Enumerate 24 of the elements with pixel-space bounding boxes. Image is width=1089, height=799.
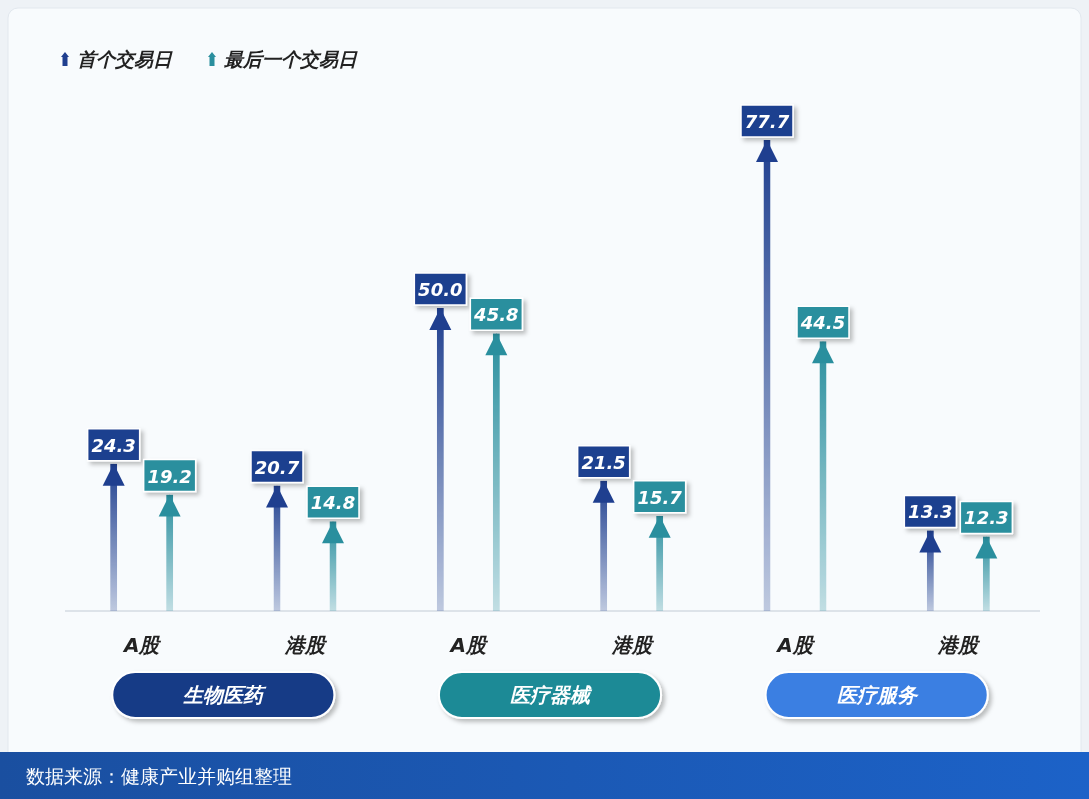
source-note: 数据来源：健康产业并购组整理	[26, 765, 292, 787]
x-tick-label: 港股	[284, 633, 328, 657]
x-tick-label: 港股	[610, 633, 655, 657]
x-tick-label: A股	[121, 633, 163, 657]
text: 生物医药	[183, 683, 268, 707]
data-label: 24.3	[91, 434, 136, 456]
x-tick-label: 港股	[937, 633, 982, 657]
data-label: 13.3	[908, 501, 953, 523]
data-label: 77.7	[744, 111, 790, 132]
text: 医疗服务	[836, 683, 919, 707]
data-label: 21.5	[581, 451, 626, 473]
data-label: 14.8	[310, 492, 356, 514]
x-tick-label: A股	[448, 633, 490, 657]
data-label: 45.8	[473, 304, 519, 326]
legend-label: 最后一个交易日	[224, 48, 358, 70]
data-label: 12.3	[964, 507, 1009, 529]
x-tick-label: A股	[775, 633, 816, 657]
legend-label: 首个交易日	[77, 48, 173, 70]
data-label: 15.7	[637, 486, 683, 508]
data-label: 44.5	[799, 312, 846, 334]
text: 医疗器械	[510, 683, 593, 707]
data-label: 19.2	[147, 465, 192, 487]
data-label: 50.0	[418, 278, 463, 300]
data-label: 20.7	[254, 456, 300, 478]
